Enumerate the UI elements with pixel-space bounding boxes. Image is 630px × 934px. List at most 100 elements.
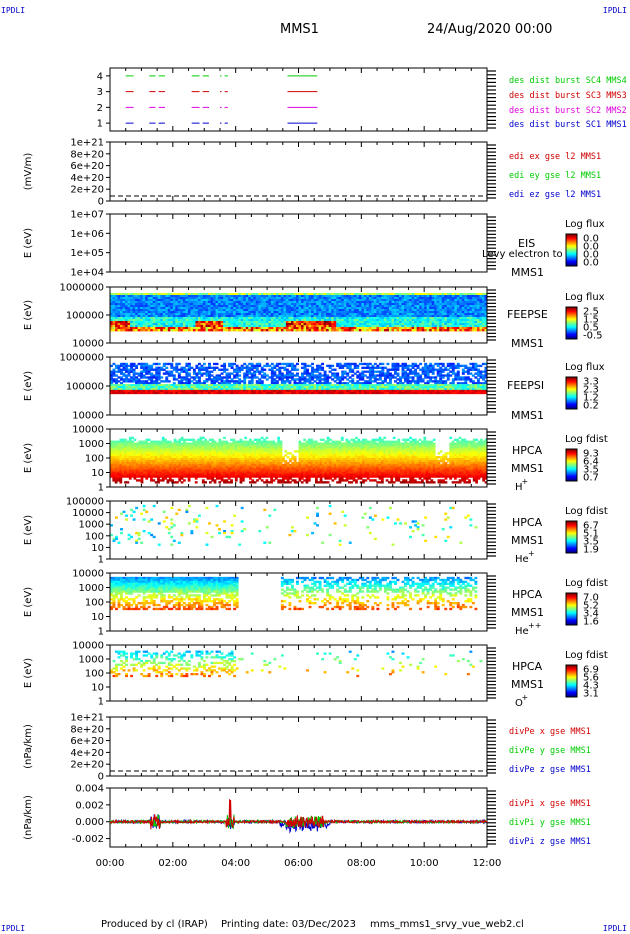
spectrogram-cell bbox=[185, 295, 189, 298]
spectrogram-cell bbox=[140, 374, 144, 377]
spectrogram-cell bbox=[404, 366, 407, 369]
spectrogram-cell bbox=[414, 303, 418, 306]
spectrogram-cell bbox=[215, 301, 219, 304]
spectrogram-cell bbox=[260, 382, 264, 385]
spectrogram-cell bbox=[456, 362, 460, 366]
spectrogram-cell bbox=[165, 303, 169, 306]
spectrogram-cell bbox=[213, 380, 216, 383]
spectrogram-cell bbox=[404, 374, 407, 377]
spectrogram-cell bbox=[459, 384, 463, 387]
spectrogram-cell bbox=[298, 301, 302, 304]
spectrogram-cell bbox=[283, 391, 287, 395]
spectrogram-cell bbox=[218, 374, 221, 377]
spectrogram-cell bbox=[278, 391, 282, 395]
spectrogram-cell bbox=[421, 370, 425, 373]
spectrogram-cell bbox=[248, 368, 252, 371]
spectrogram-cell bbox=[240, 323, 244, 326]
spectrogram-cell bbox=[466, 303, 470, 306]
spectrogram-cell bbox=[245, 303, 249, 306]
spectrogram-cell bbox=[253, 307, 257, 310]
spectrogram-cell bbox=[318, 368, 322, 371]
spectrogram-cell bbox=[343, 323, 347, 326]
spectrogram-cell bbox=[391, 297, 395, 300]
spectrogram-cell bbox=[110, 329, 113, 332]
spectrogram-cell bbox=[449, 307, 453, 310]
spectrogram-cell bbox=[431, 317, 435, 320]
spectrogram-cell bbox=[233, 323, 237, 326]
spectrogram-cell bbox=[268, 321, 272, 324]
spectrogram-cell bbox=[285, 307, 289, 310]
spectrogram-cell bbox=[466, 311, 470, 314]
spectrogram-cell bbox=[363, 382, 367, 385]
spectrogram-cell bbox=[235, 307, 239, 310]
spectrogram-cell bbox=[202, 368, 206, 371]
spectrogram-cell bbox=[132, 293, 136, 296]
spectrogram-cell bbox=[409, 380, 412, 383]
spectrogram-cell bbox=[175, 325, 179, 328]
spectrogram-cell bbox=[328, 315, 332, 318]
spectrogram-cell bbox=[120, 313, 123, 316]
spectrogram-cell bbox=[371, 297, 375, 300]
spectrogram-cell bbox=[426, 376, 430, 379]
spectrogram-cell bbox=[175, 307, 179, 310]
spectrogram-cell bbox=[411, 325, 415, 328]
spectrogram-cell bbox=[476, 311, 480, 314]
spectrogram-cell bbox=[484, 307, 488, 310]
spectrogram-cell bbox=[336, 329, 340, 332]
spectrogram-cell bbox=[454, 376, 458, 379]
spectrogram-cell bbox=[240, 366, 244, 369]
spectrogram-cell bbox=[469, 321, 473, 324]
spectrogram-cell bbox=[409, 299, 412, 302]
spectrogram-cell bbox=[140, 297, 144, 300]
spectrogram-cell bbox=[426, 299, 430, 302]
spectrogram-cell bbox=[456, 295, 460, 298]
spectrogram-cell bbox=[464, 389, 468, 393]
spectrogram-cell bbox=[268, 329, 272, 332]
spectrogram-cell bbox=[258, 293, 262, 296]
spectrogram-cell bbox=[343, 307, 347, 310]
spectrogram-cell bbox=[481, 307, 485, 310]
spectrogram-cell bbox=[343, 297, 347, 300]
spectrogram-cell bbox=[122, 301, 126, 304]
colorbar-cell bbox=[566, 238, 577, 240]
spectrogram-cell bbox=[401, 327, 405, 330]
spectrogram-cell bbox=[454, 323, 458, 326]
spectrogram-cell bbox=[192, 323, 196, 326]
spectrogram-cell bbox=[303, 313, 307, 316]
spectrogram-cell bbox=[122, 386, 126, 389]
spectrogram-cell bbox=[441, 317, 445, 320]
spectrogram-cell bbox=[253, 391, 257, 395]
spectrogram-cell bbox=[416, 303, 420, 306]
spectrogram-cell bbox=[258, 323, 262, 326]
spectrogram-cell bbox=[336, 319, 340, 322]
spectrogram-cell bbox=[182, 309, 186, 312]
spectrogram-cell bbox=[135, 327, 139, 330]
spectrogram-cell bbox=[321, 384, 325, 387]
spectrogram-cell bbox=[318, 323, 322, 326]
spectrogram-cell bbox=[439, 389, 443, 393]
spectrogram-cell bbox=[373, 370, 377, 373]
spectrogram-cell bbox=[466, 378, 470, 381]
spectrogram-cell bbox=[436, 301, 440, 304]
spectrogram-cell bbox=[250, 368, 254, 371]
spectrogram-cell bbox=[366, 297, 370, 300]
spectrogram-cell bbox=[388, 313, 392, 316]
spectrogram-cell bbox=[213, 389, 216, 393]
spectrogram-cell bbox=[434, 325, 438, 328]
y-tick-label: 4 bbox=[97, 71, 103, 82]
spectrogram-cell bbox=[383, 303, 387, 306]
spectrogram-cell bbox=[182, 293, 186, 296]
spectrogram-cell bbox=[441, 307, 445, 310]
spectrogram-cell bbox=[185, 313, 189, 316]
spectrogram-cell bbox=[321, 311, 325, 314]
spectrogram-cell bbox=[368, 297, 372, 300]
spectrogram-cell bbox=[258, 386, 262, 389]
spectrogram-cell bbox=[180, 313, 184, 316]
spectrogram-cell bbox=[441, 368, 445, 371]
spectrogram-cell bbox=[464, 315, 468, 318]
spectrogram-cell bbox=[454, 303, 458, 306]
spectrogram-cell bbox=[446, 384, 450, 387]
spectrogram-cell bbox=[130, 325, 134, 328]
spectrogram-cell bbox=[165, 321, 169, 324]
spectrogram-cell bbox=[192, 370, 196, 373]
